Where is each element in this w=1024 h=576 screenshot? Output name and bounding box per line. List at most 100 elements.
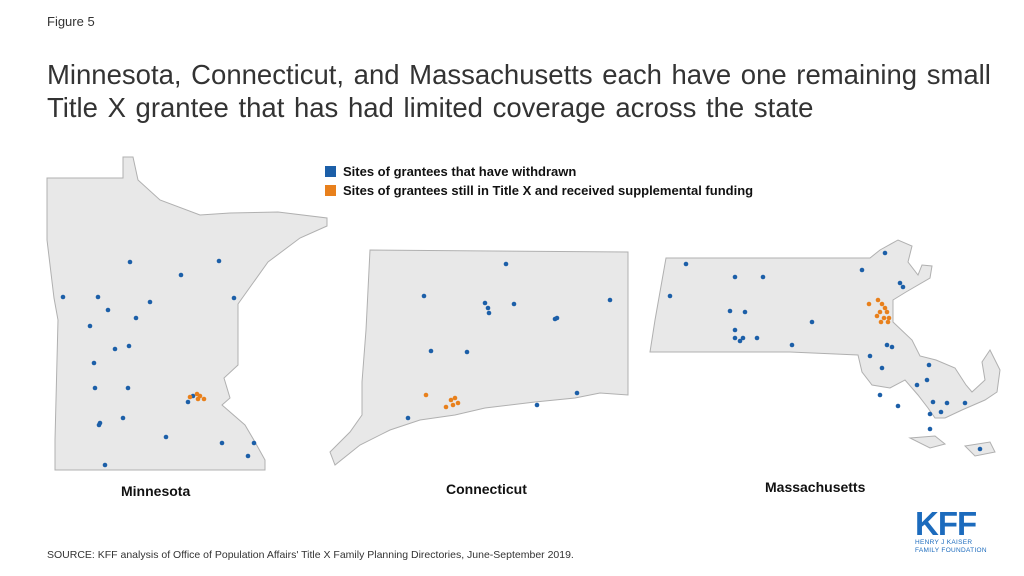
legend-item-withdrawn: Sites of grantees that have withdrawn (325, 162, 753, 181)
withdrawn-site-dot (938, 409, 944, 415)
withdrawn-site-dot (927, 411, 933, 417)
withdrawn-site-dot (879, 365, 885, 371)
withdrawn-site-dot (91, 360, 97, 366)
withdrawn-site-dot (60, 294, 66, 300)
figure-label: Figure 5 (47, 14, 95, 29)
withdrawn-site-dot (926, 362, 932, 368)
supplemental-site-dot (195, 396, 201, 402)
withdrawn-site-dot (754, 335, 760, 341)
supplemental-site-dot (866, 301, 872, 307)
minnesota-shape (46, 156, 328, 471)
withdrawn-site-dot (809, 319, 815, 325)
withdrawn-site-dot (231, 295, 237, 301)
supplemental-site-dot (450, 402, 456, 408)
supplemental-site-dot (875, 297, 881, 303)
withdrawn-site-dot (683, 261, 689, 267)
withdrawn-site-dot (889, 344, 895, 350)
withdrawn-site-dot (962, 400, 968, 406)
withdrawn-site-dot (482, 300, 488, 306)
withdrawn-site-dot (760, 274, 766, 280)
withdrawn-site-dot (421, 293, 427, 299)
logo-line-2: FAMILY FOUNDATION (915, 546, 987, 554)
supplemental-site-dot (884, 309, 890, 315)
withdrawn-site-dot (486, 310, 492, 316)
kff-logo: KFF HENRY J KAISER FAMILY FOUNDATION (915, 505, 990, 554)
withdrawn-site-dot (914, 382, 920, 388)
withdrawn-site-dot (534, 402, 540, 408)
withdrawn-site-dot (552, 316, 558, 322)
withdrawn-site-dot (574, 390, 580, 396)
connecticut-label: Connecticut (446, 481, 527, 497)
legend-label-withdrawn: Sites of grantees that have withdrawn (343, 164, 577, 179)
withdrawn-site-dot (732, 335, 738, 341)
withdrawn-site-dot (120, 415, 126, 421)
withdrawn-site-dot (219, 440, 225, 446)
withdrawn-site-dot (897, 280, 903, 286)
withdrawn-site-dot (607, 297, 613, 303)
withdrawn-site-dot (126, 343, 132, 349)
withdrawn-site-dot (927, 426, 933, 432)
withdrawn-site-dot (895, 403, 901, 409)
withdrawn-site-dot (405, 415, 411, 421)
withdrawn-site-dot (102, 462, 108, 468)
site-dots (60, 250, 983, 468)
withdrawn-site-dot (127, 259, 133, 265)
withdrawn-site-dot (87, 323, 93, 329)
legend-item-supplemental: Sites of grantees still in Title X and r… (325, 181, 753, 200)
legend: Sites of grantees that have withdrawn Si… (325, 162, 753, 200)
logo-line-1: HENRY J KAISER (915, 539, 973, 546)
legend-swatch-supplemental (325, 185, 336, 196)
withdrawn-site-dot (867, 353, 873, 359)
withdrawn-site-dot (216, 258, 222, 264)
logo-mark: KFF (915, 505, 977, 542)
withdrawn-site-dot (96, 422, 102, 428)
source-note: SOURCE: KFF analysis of Office of Popula… (47, 549, 574, 561)
withdrawn-site-dot (503, 261, 509, 267)
withdrawn-site-dot (245, 453, 251, 459)
withdrawn-site-dot (877, 392, 883, 398)
withdrawn-site-dot (125, 385, 131, 391)
withdrawn-site-dot (977, 446, 983, 452)
massachusetts-shape (649, 239, 1001, 419)
withdrawn-site-dot (185, 399, 191, 405)
minnesota-label: Minnesota (121, 483, 191, 499)
supplemental-site-dot (187, 394, 193, 400)
supplemental-site-dot (878, 319, 884, 325)
withdrawn-site-dot (742, 309, 748, 315)
withdrawn-site-dot (859, 267, 865, 273)
connecticut-shape (329, 249, 629, 466)
marthas-vineyard-shape (908, 435, 947, 449)
supplemental-site-dot (874, 313, 880, 319)
supplemental-site-dot (448, 397, 454, 403)
withdrawn-site-dot (884, 342, 890, 348)
withdrawn-site-dot (112, 346, 118, 352)
withdrawn-site-dot (737, 338, 743, 344)
legend-label-supplemental: Sites of grantees still in Title X and r… (343, 183, 754, 198)
supplemental-site-dot (423, 392, 429, 398)
withdrawn-site-dot (930, 399, 936, 405)
supplemental-site-dot (452, 395, 458, 401)
withdrawn-site-dot (95, 294, 101, 300)
withdrawn-site-dot (485, 305, 491, 311)
withdrawn-site-dot (900, 284, 906, 290)
legend-swatch-withdrawn (325, 166, 336, 177)
supplemental-site-dot (201, 396, 207, 402)
withdrawn-site-dot (92, 385, 98, 391)
withdrawn-site-dot (789, 342, 795, 348)
withdrawn-site-dot (732, 327, 738, 333)
supplemental-site-dot (443, 404, 449, 410)
withdrawn-site-dot (924, 377, 930, 383)
withdrawn-site-dot (133, 315, 139, 321)
withdrawn-site-dot (163, 434, 169, 440)
supplemental-site-dot (455, 400, 461, 406)
withdrawn-site-dot (732, 274, 738, 280)
supplemental-site-dot (882, 305, 888, 311)
chart-title: Minnesota, Connecticut, and Massachusett… (47, 59, 991, 123)
withdrawn-site-dot (464, 349, 470, 355)
supplemental-site-dot (886, 315, 892, 321)
withdrawn-site-dot (944, 400, 950, 406)
withdrawn-site-dot (727, 308, 733, 314)
supplemental-site-dot (885, 319, 891, 325)
withdrawn-site-dot (511, 301, 517, 307)
